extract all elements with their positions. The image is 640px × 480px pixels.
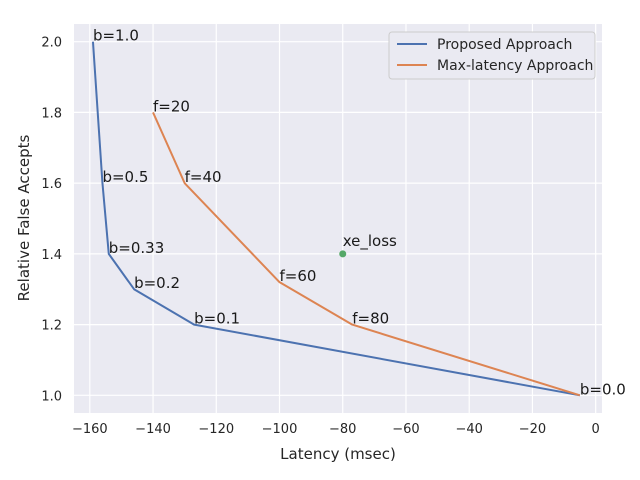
point-label: b=0.2 <box>134 274 180 292</box>
point-label: b=0.5 <box>102 168 148 186</box>
annotations: b=1.0 b=0.5 b=0.33 b=0.2 b=0.1 b=0.0 f=20 f=40 f… <box>93 27 626 399</box>
x-tick-label: 0 <box>592 422 600 437</box>
ticks: −160 −140 −120 −100 −80 −60 −40 −20 0 1.0 1.2 1.4 1.… <box>41 36 600 437</box>
series-line-0 <box>91 41 581 397</box>
x-tick-label: −60 <box>392 422 419 437</box>
y-tick-label: 1.0 <box>41 389 62 404</box>
y-tick-label: 2.0 <box>41 36 62 51</box>
point-label: f=80 <box>352 310 389 328</box>
point-label: f=40 <box>185 168 222 186</box>
y-tick-label: 1.4 <box>41 248 62 263</box>
y-tick-label: 1.8 <box>41 106 62 121</box>
plot-background <box>74 24 602 413</box>
legend: Proposed Approach Max-latency Approach <box>388 31 596 80</box>
xe-loss-point <box>339 250 347 258</box>
y-axis-label: Relative False Accepts <box>15 135 33 302</box>
legend-label-proposed: Proposed Approach <box>437 37 572 53</box>
point-label: f=20 <box>153 97 190 115</box>
grid <box>74 24 602 413</box>
point-label: b=0.0 <box>580 380 626 398</box>
series-group <box>91 41 581 397</box>
point-label: b=1.0 <box>93 27 139 45</box>
x-tick-label: −20 <box>519 422 546 437</box>
point-label: b=0.1 <box>194 310 240 328</box>
x-tick-label: −40 <box>455 422 482 437</box>
point-label: f=60 <box>280 267 317 285</box>
x-tick-label: −160 <box>72 422 108 437</box>
y-tick-label: 1.2 <box>41 319 62 334</box>
y-tick-label: 1.6 <box>41 177 62 192</box>
x-tick-label: −140 <box>135 422 171 437</box>
x-tick-label: −120 <box>198 422 234 437</box>
legend-label-max-latency: Max-latency Approach <box>437 58 593 74</box>
x-axis-label: Latency (msec) <box>280 445 396 463</box>
xe-loss-label: xe_loss <box>343 232 397 251</box>
x-tick-label: −80 <box>329 422 356 437</box>
x-tick-label: −100 <box>262 422 298 437</box>
legend-box <box>388 31 596 80</box>
point-label: b=0.33 <box>109 239 165 257</box>
